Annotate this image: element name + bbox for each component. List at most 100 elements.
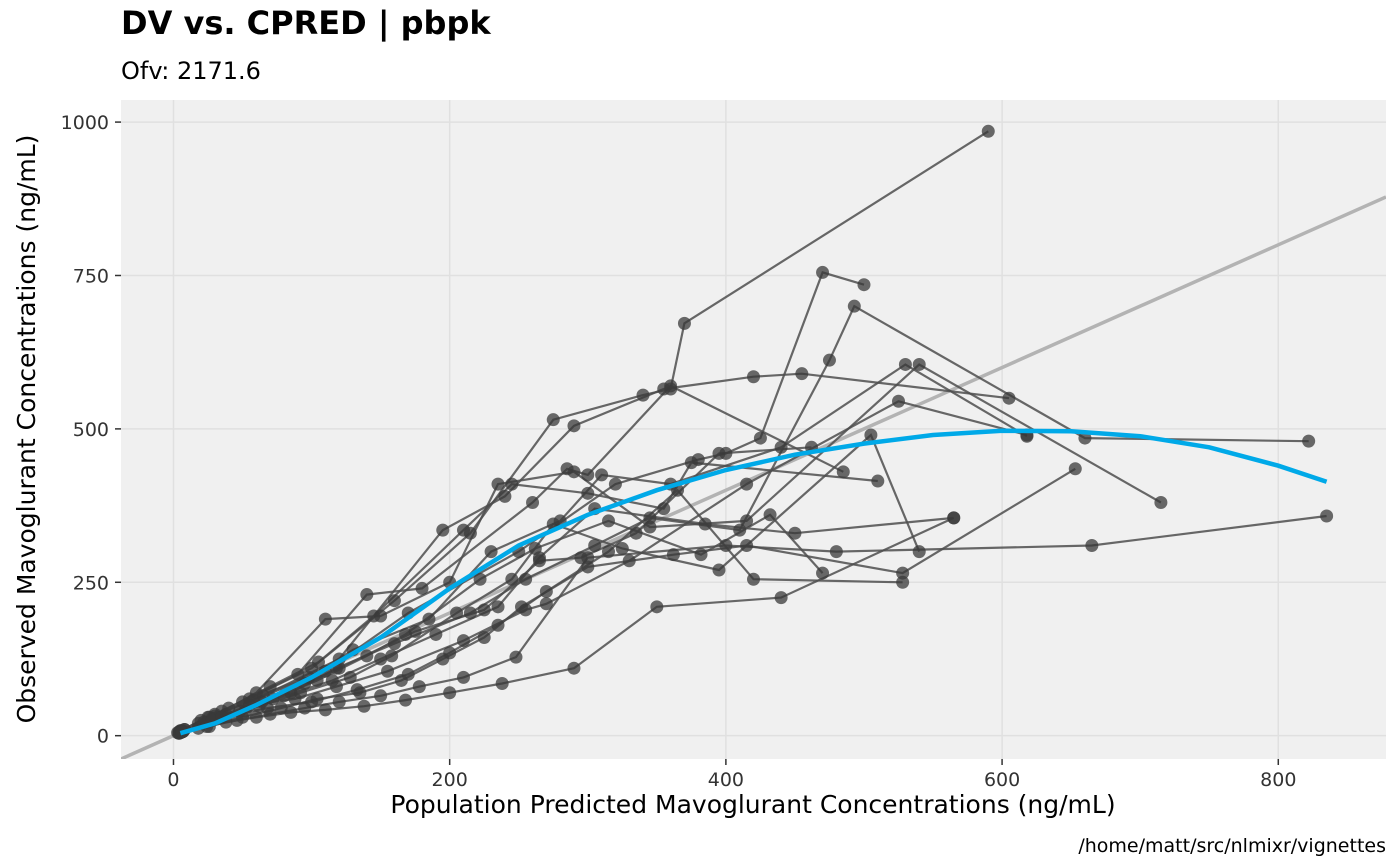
data-point <box>822 353 836 367</box>
data-point <box>456 670 470 684</box>
data-point <box>622 554 636 568</box>
data-point <box>581 560 595 574</box>
data-point <box>747 572 760 586</box>
x-tick-label: 600 <box>984 769 1020 791</box>
data-point <box>318 703 332 717</box>
x-tick-label: 0 <box>167 769 179 791</box>
data-point <box>864 428 878 442</box>
x-tick-label: 400 <box>708 769 744 791</box>
data-point <box>436 523 450 537</box>
data-point <box>588 538 602 552</box>
data-point <box>747 370 760 384</box>
data-point <box>684 456 698 470</box>
data-point <box>310 692 324 706</box>
data-point <box>491 477 505 491</box>
data-point <box>385 649 399 663</box>
data-point <box>567 465 581 479</box>
data-point <box>374 609 388 623</box>
data-point <box>581 468 595 482</box>
y-tick-label: 750 <box>73 265 109 287</box>
data-point <box>495 677 509 691</box>
data-point <box>374 652 388 666</box>
data-point <box>774 440 788 454</box>
data-point <box>429 627 443 641</box>
data-point <box>387 594 401 608</box>
data-point <box>456 523 470 537</box>
data-point <box>415 581 429 595</box>
data-point <box>719 538 733 552</box>
data-point <box>912 357 926 371</box>
data-point <box>318 612 332 626</box>
data-point <box>615 542 629 556</box>
data-point <box>657 382 671 396</box>
data-point <box>567 419 581 433</box>
data-point <box>947 511 961 525</box>
data-point <box>1068 462 1082 476</box>
smooth-trend-line <box>179 428 1328 736</box>
data-point <box>1320 509 1334 523</box>
data-point <box>539 597 553 611</box>
data-point <box>514 600 528 614</box>
data-point <box>456 634 470 648</box>
chart-subtitle: Ofv: 2171.6 <box>121 57 261 85</box>
data-point <box>374 689 388 703</box>
data-point <box>857 278 871 292</box>
data-point <box>332 695 346 709</box>
data-point <box>788 526 802 540</box>
x-tick-label: 800 <box>1260 769 1296 791</box>
data-point <box>398 627 412 641</box>
data-point <box>291 667 305 681</box>
data-point <box>898 357 912 371</box>
y-tick-label: 500 <box>73 419 109 441</box>
data-point <box>1085 538 1099 552</box>
data-point <box>274 701 288 715</box>
data-point <box>422 612 436 626</box>
data-point <box>763 508 777 522</box>
data-point <box>505 477 519 491</box>
data-point <box>636 388 650 402</box>
data-point <box>847 299 861 313</box>
data-point <box>436 652 450 666</box>
data-point <box>343 670 357 684</box>
data-point <box>753 431 767 445</box>
data-point <box>912 545 926 559</box>
y-tick-label: 250 <box>73 572 109 594</box>
data-point <box>650 600 664 614</box>
x-axis-title: Population Predicted Mavoglurant Concent… <box>390 790 1115 819</box>
data-point <box>477 631 491 645</box>
data-point <box>657 502 671 516</box>
data-point <box>443 686 457 700</box>
data-point <box>712 446 726 460</box>
data-point <box>643 520 657 534</box>
series-points <box>171 124 1334 740</box>
data-point <box>360 588 374 602</box>
x-axis: 0 200 400 600 800 <box>167 759 1296 791</box>
data-point <box>740 538 754 552</box>
data-point <box>698 517 712 531</box>
data-point <box>526 496 540 510</box>
data-point <box>394 673 408 687</box>
data-point <box>581 551 595 565</box>
data-point <box>629 526 643 540</box>
grid-lines <box>121 100 1386 759</box>
data-point <box>1154 496 1168 510</box>
data-point <box>795 367 809 381</box>
data-point <box>871 474 885 488</box>
plot-content <box>121 124 1386 759</box>
data-point <box>288 692 302 706</box>
data-point <box>601 545 615 559</box>
data-point <box>519 572 533 586</box>
data-point <box>491 618 505 632</box>
data-point <box>509 650 523 664</box>
data-point <box>357 699 371 713</box>
data-point <box>896 566 910 580</box>
data-point <box>595 468 609 482</box>
data-point <box>601 514 615 528</box>
data-point <box>484 545 498 559</box>
data-point <box>740 514 754 528</box>
data-point <box>896 575 910 589</box>
data-point <box>539 584 553 598</box>
data-point <box>546 413 560 427</box>
data-point <box>353 686 367 700</box>
data-point <box>329 680 343 694</box>
